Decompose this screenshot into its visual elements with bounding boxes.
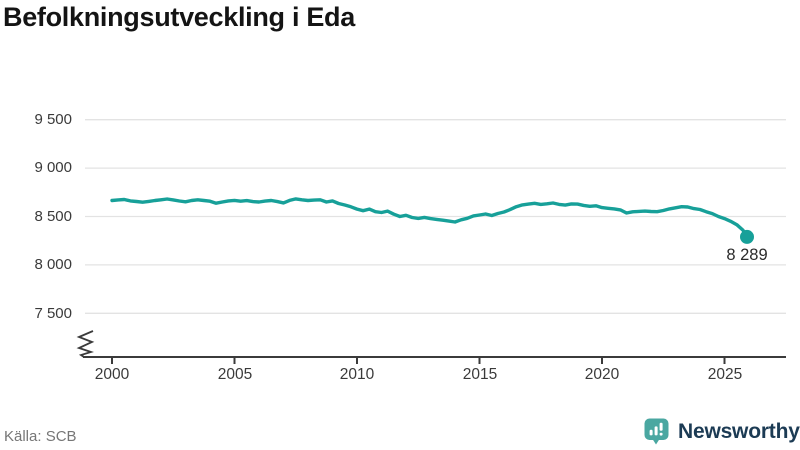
y-axis-tick-label: 8 000 [34,256,72,273]
newsworthy-wordmark: Newsworthy [678,419,800,443]
y-axis-tick-label: 9 500 [34,111,72,128]
axis-break-icon [76,330,95,358]
end-point-marker [740,229,754,244]
last-value-label: 8 289 [726,246,768,264]
population-line-series [110,197,749,239]
newsworthy-logo-link[interactable]: Newsworthy [644,418,800,445]
newsworthy-logo-icon [644,418,669,445]
chart-title: Befolkningsutveckling i Eda [3,2,355,32]
x-axis-tick-label: 2015 [462,366,498,383]
x-axis-tick-label: 2000 [94,366,130,383]
y-axis-tick-label: 7 500 [34,305,72,322]
x-axis-tick-label: 2010 [339,366,375,383]
source-attribution: Källa: SCB [4,428,77,445]
x-axis-tick-label: 2005 [217,366,253,383]
y-axis-tick-label: 8 500 [34,208,72,225]
x-axis-tick-label: 2020 [584,366,620,383]
y-axis-tick-label: 9 000 [34,159,72,176]
x-axis-tick-label: 2025 [707,366,743,383]
